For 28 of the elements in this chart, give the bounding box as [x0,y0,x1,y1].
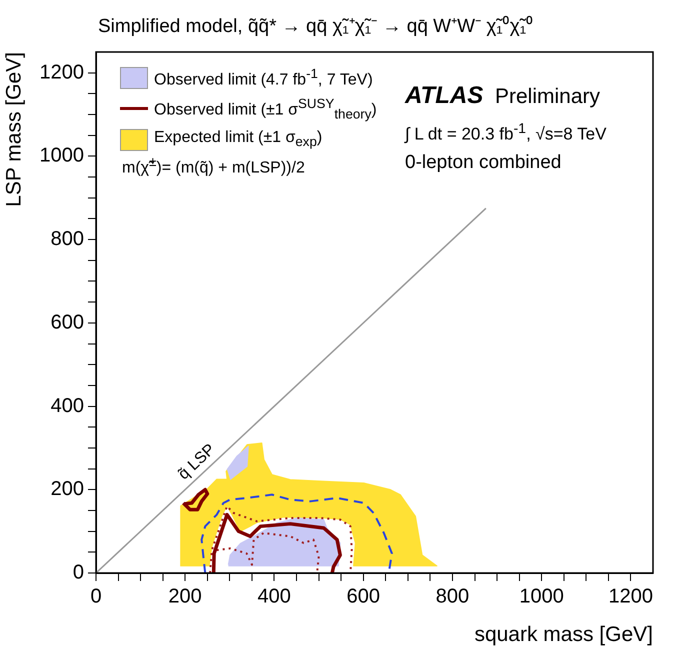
y-tick-label: 1000 [40,144,84,167]
x-tick-label: 1000 [519,586,564,608]
line-series [209,505,353,573]
chart-title: Simplified model, q̃q̃* → qq̄ χ̃₁⁺χ̃₁⁻ → qq̄ W⁺W⁻ χ̃₁⁰χ̃₁⁰ [98,14,534,38]
y-tick-label: 200 [50,478,84,500]
annotation: 0-lepton combined [405,152,562,174]
y-tick-label: 1200 [40,61,84,84]
annotation: ∫ L dt = 20.3 fb$^{-1}$, √s=8 TeV [405,121,606,145]
x-axis-title: squark mass [GeV] [474,623,653,646]
y-tick-label: 800 [50,228,84,250]
x-tick-label: 1200 [608,586,653,608]
annotation: q̃ LSP [175,440,219,484]
annotation: ATLAS [405,82,484,110]
annotation: Preliminary [495,85,600,109]
x-tick-label: 800 [436,586,470,608]
y-axis-title: LSP mass [GeV] [2,52,26,207]
x-tick-label: 400 [258,586,291,608]
line-series [216,532,320,573]
legend-label: Expected limit (±1 σ$_{exp}$) [154,129,322,150]
x-tick-label: 600 [346,586,380,608]
line-series [200,494,393,573]
x-tick-label: 0 [90,586,102,608]
legend-label: Observed limit (4.7 fb$^{-1}$, 7 TeV) [154,66,373,90]
y-tick-label: 0 [72,562,84,584]
y-tick-label: 600 [50,311,84,334]
x-tick-label: 200 [168,586,202,608]
y-tick-label: 400 [50,394,84,417]
legend-label: Observed limit (±1 σ$^{SUSY}$$_{theory}$) [154,96,377,122]
